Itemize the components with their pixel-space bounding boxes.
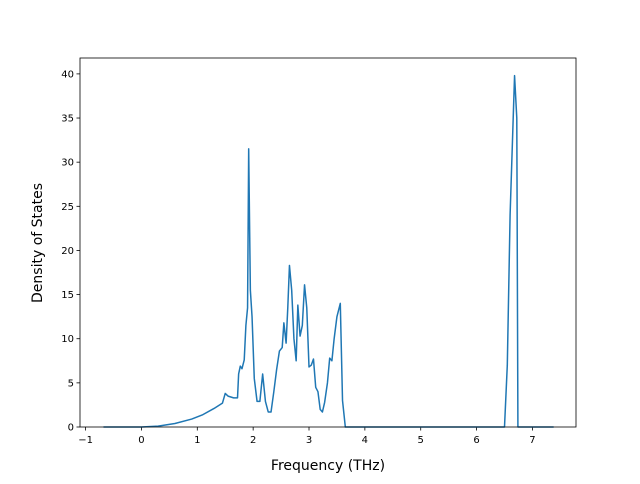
x-axis-label: Frequency (THz) — [271, 458, 385, 474]
x-tick-label: 6 — [473, 435, 479, 446]
x-tick-label: 1 — [194, 435, 200, 446]
y-tick-label: 5 — [68, 378, 74, 389]
y-tick-label: 40 — [61, 69, 74, 80]
x-tick-label: 7 — [529, 435, 535, 446]
x-tick-label: 3 — [306, 435, 312, 446]
y-tick-label: 10 — [61, 334, 74, 345]
y-tick-label: 25 — [61, 202, 74, 213]
y-tick-label: 35 — [61, 114, 74, 125]
x-tick-label: −1 — [78, 435, 93, 446]
x-tick-label: 0 — [138, 435, 144, 446]
plot-frame — [79, 57, 577, 428]
x-tick-label: 5 — [418, 435, 424, 446]
y-tick-label: 0 — [68, 423, 74, 434]
line — [103, 74, 554, 428]
y-axis-label: Density of States — [30, 183, 46, 303]
x-tick-label: 2 — [250, 435, 256, 446]
y-tick-label: 30 — [61, 158, 74, 169]
y-tick-label: 20 — [61, 246, 74, 257]
y-tick-label: 15 — [61, 290, 74, 301]
x-tick-label: 4 — [362, 435, 368, 446]
